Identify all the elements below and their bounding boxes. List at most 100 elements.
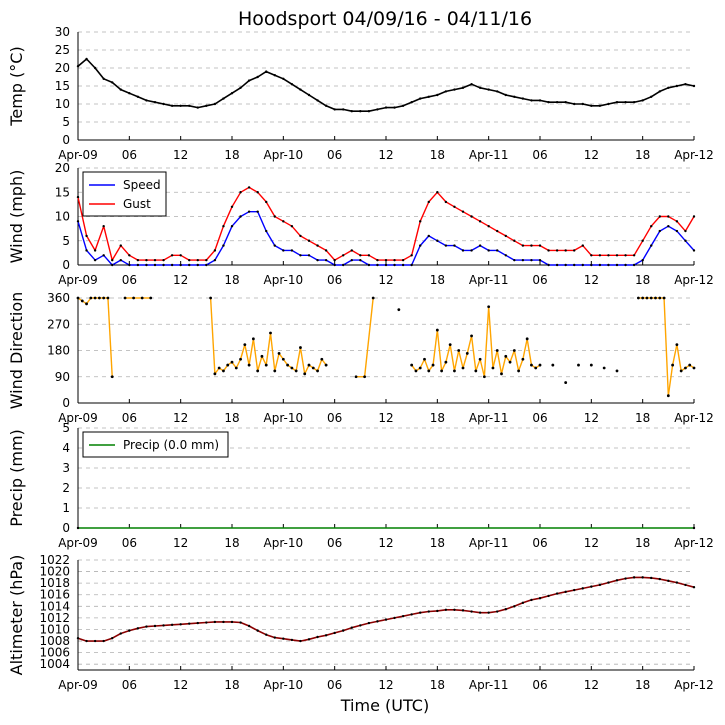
series-altimeter-point	[504, 608, 507, 611]
direction-point	[512, 349, 516, 352]
series-gust-point	[273, 215, 276, 218]
series-speed-point	[615, 263, 619, 267]
y-axis-label: Wind (mph)	[7, 170, 26, 264]
direction-point	[675, 343, 679, 347]
y-tick-label: 1	[62, 501, 70, 515]
series-gust-point	[359, 254, 362, 257]
series-speed-point	[564, 263, 567, 267]
direction-point	[641, 296, 645, 300]
series-speed-point	[179, 263, 182, 267]
direction-point	[645, 296, 649, 300]
series-speed-point	[299, 254, 302, 257]
series-altimeter-point	[470, 610, 473, 613]
direction-segment	[299, 347, 306, 374]
series-speed-point	[93, 258, 97, 262]
series-altimeter-point	[521, 601, 525, 605]
y-tick-label: 0	[62, 396, 70, 410]
series-gust-point	[290, 225, 294, 228]
series-gust-point	[230, 205, 234, 208]
legend-entry: Speed	[123, 178, 161, 192]
x-tick-label: 12	[173, 678, 188, 692]
series-speed-point	[307, 254, 311, 257]
series-altimeter-point	[111, 636, 114, 640]
series-temp-point	[513, 95, 516, 99]
series-speed-point	[282, 249, 285, 252]
direction-segment	[526, 338, 533, 366]
direction-segment	[209, 297, 216, 374]
series-temp-point	[401, 104, 405, 108]
series-altimeter-point	[188, 622, 191, 625]
series-speed-point	[641, 258, 644, 262]
series-temp-point	[684, 83, 687, 86]
x-tick-label: Apr-12	[674, 273, 714, 287]
x-tick-label: 06	[532, 411, 547, 425]
x-tick-label: Apr-12	[674, 148, 714, 162]
series-speed-point	[453, 244, 456, 247]
series-speed-point	[290, 249, 294, 252]
series-altimeter-point	[350, 626, 353, 629]
series-speed-point	[188, 263, 191, 267]
direction-segment	[483, 306, 490, 377]
series-gust-point	[581, 244, 584, 247]
direction-point	[354, 375, 358, 379]
series-gust-point	[213, 249, 217, 252]
series-temp-point	[170, 104, 174, 108]
series-temp-point	[265, 70, 268, 73]
direction-point	[521, 357, 525, 361]
direction-point	[311, 366, 315, 370]
series-temp-point	[239, 86, 242, 90]
series-altimeter-point	[598, 583, 602, 587]
direction-point	[80, 299, 84, 303]
x-tick-label: 18	[635, 678, 650, 692]
x-tick-label: 12	[173, 411, 188, 425]
x-tick-label: 12	[584, 411, 599, 425]
series-gust-point	[188, 258, 191, 262]
direction-point	[230, 360, 234, 364]
series-altimeter-point	[427, 610, 430, 613]
x-tick-label: 06	[327, 273, 342, 287]
y-tick-label: 180	[47, 344, 70, 358]
direction-point	[487, 305, 491, 309]
direction-segment	[252, 338, 259, 372]
series-gust-point	[324, 249, 328, 252]
series-temp-point	[658, 90, 661, 93]
series-temp-point	[410, 101, 413, 104]
series-altimeter-point	[624, 577, 627, 580]
y-tick-label: 10	[55, 210, 70, 224]
series-temp-point	[145, 99, 148, 102]
series-speed-point	[401, 263, 405, 267]
direction-point	[500, 372, 503, 376]
series-speed-point	[111, 263, 114, 267]
direction-segment	[492, 350, 498, 369]
panel-wind_direction: 0 90 180 270 360 Apr-09 06 12 18 Apr-10 06 12 18 Apr-…	[7, 291, 714, 425]
series-gust-point	[487, 225, 490, 228]
direction-segment	[316, 359, 323, 372]
series-gust-point	[333, 258, 336, 262]
direction-point	[551, 363, 555, 367]
legend-entry: Precip (0.0 mm)	[123, 438, 219, 452]
direction-point	[423, 357, 426, 361]
direction-point	[478, 357, 482, 361]
series-temp-point	[419, 97, 422, 100]
y-axis-label: Precip (mm)	[7, 429, 26, 527]
x-tick-label: Apr-10	[264, 273, 304, 287]
x-tick-label: Apr-10	[264, 148, 304, 162]
series-speed-point	[324, 258, 328, 262]
series-gust-point	[299, 234, 302, 238]
series-speed-point	[247, 210, 251, 213]
series-gust-point	[316, 244, 319, 247]
x-tick-label: 12	[173, 148, 188, 162]
series-speed-point	[521, 258, 525, 262]
direction-segment	[295, 347, 302, 372]
series-altimeter-point	[530, 598, 533, 602]
x-tick-label: Apr-11	[469, 273, 509, 287]
direction-point	[649, 296, 653, 300]
series-altimeter-point	[119, 632, 122, 635]
series-altimeter-point	[367, 621, 371, 625]
series-gust-point	[444, 200, 448, 204]
series-temp-point	[307, 93, 311, 97]
series-temp-point	[632, 101, 636, 104]
series-altimeter-point	[205, 621, 208, 624]
series-gust-point	[119, 244, 122, 247]
series-gust-point	[85, 234, 88, 238]
